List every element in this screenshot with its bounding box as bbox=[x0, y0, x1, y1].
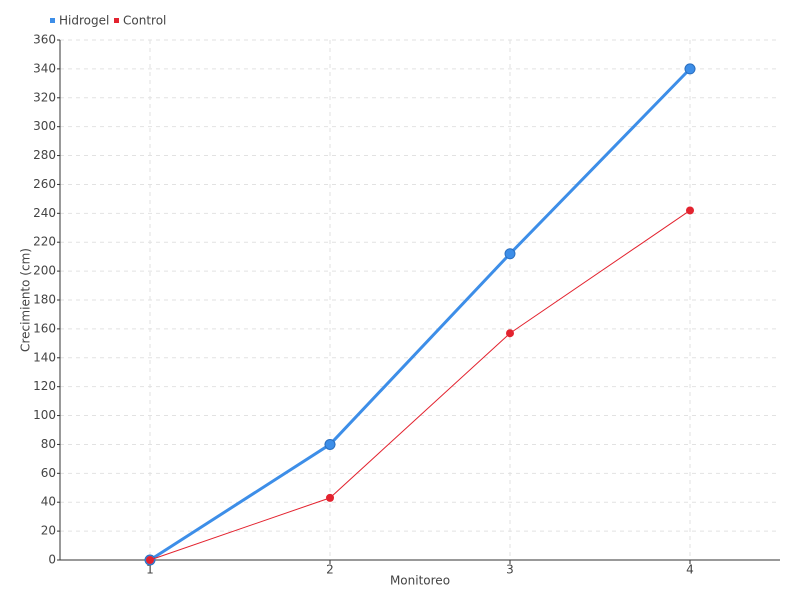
legend-label: Control bbox=[123, 14, 166, 28]
data-point bbox=[506, 329, 514, 338]
y-axis-label: Crecimiento (cm) bbox=[19, 248, 33, 352]
x-tick-label: 1 bbox=[146, 563, 154, 577]
data-point bbox=[146, 556, 154, 564]
data-point bbox=[684, 63, 696, 75]
y-tick-label: 40 bbox=[41, 495, 56, 509]
y-tick-label: 200 bbox=[33, 264, 56, 278]
series-line bbox=[149, 210, 691, 561]
y-tick-label: 100 bbox=[33, 408, 56, 422]
y-tick-label: 80 bbox=[41, 437, 56, 451]
x-tick-label: 4 bbox=[686, 563, 694, 577]
y-tick-label: 240 bbox=[33, 206, 56, 220]
y-tick-label: 120 bbox=[33, 379, 56, 393]
y-tick-label: 20 bbox=[41, 524, 56, 538]
y-tick-label: 140 bbox=[33, 350, 56, 364]
data-point bbox=[324, 438, 336, 450]
x-tick-label: 2 bbox=[326, 563, 334, 577]
y-tick-label: 320 bbox=[33, 90, 56, 104]
x-axis-label: Monitoreo bbox=[390, 574, 450, 588]
y-tick-label: 280 bbox=[33, 148, 56, 162]
legend-swatch bbox=[50, 18, 55, 23]
y-tick-label: 260 bbox=[33, 177, 56, 191]
y-tick-label: 220 bbox=[33, 235, 56, 249]
series-line bbox=[149, 67, 692, 562]
y-tick-label: 360 bbox=[33, 33, 56, 47]
y-tick-label: 0 bbox=[48, 553, 56, 567]
y-tick-label: 160 bbox=[33, 321, 56, 335]
y-tick-label: 180 bbox=[33, 293, 56, 307]
y-tick-label: 300 bbox=[33, 119, 56, 133]
legend-swatch bbox=[114, 18, 119, 23]
x-tick-label: 3 bbox=[506, 563, 514, 577]
data-point bbox=[504, 248, 516, 260]
y-tick-label: 340 bbox=[33, 61, 56, 75]
data-point bbox=[686, 206, 694, 215]
legend-label: Hidrogel bbox=[59, 14, 109, 28]
y-tick-label: 60 bbox=[41, 466, 56, 480]
data-point bbox=[326, 493, 334, 502]
